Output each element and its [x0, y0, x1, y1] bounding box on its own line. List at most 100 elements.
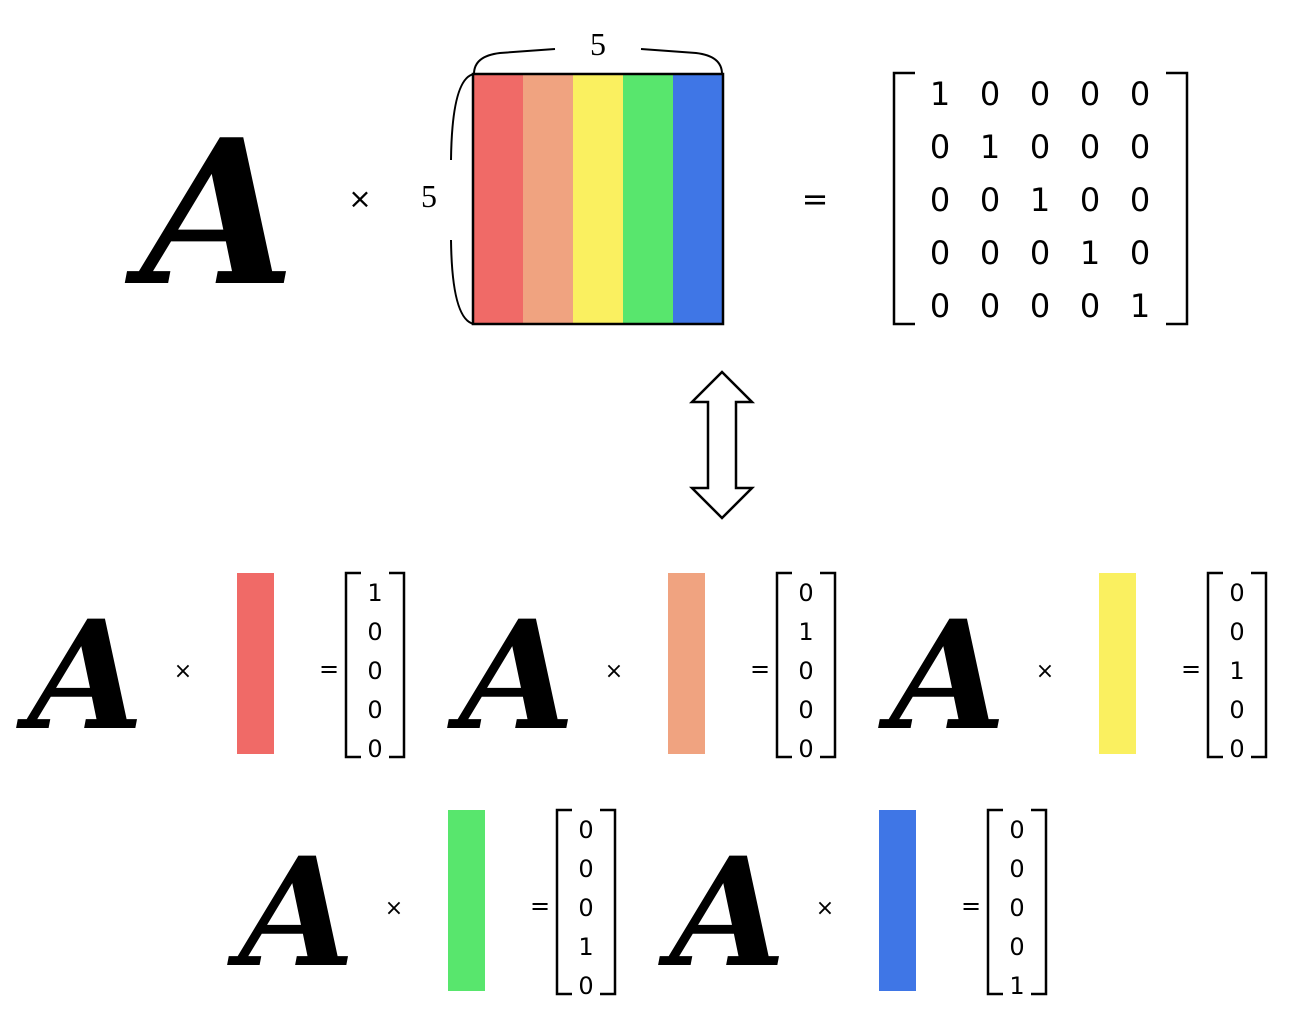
identity-cell: 0 [1080, 128, 1100, 166]
result-bracket-left [1206, 571, 1223, 759]
identity-cell: 0 [930, 181, 950, 219]
identity-cell: 0 [930, 234, 950, 272]
result-cell: 0 [367, 657, 382, 685]
top-matrix-variable: A [124, 96, 295, 331]
identity-cell: 0 [1030, 75, 1050, 113]
top-height-brace-upper [450, 73, 475, 161]
identity-cell: 0 [1130, 234, 1150, 272]
top-width-brace-left [473, 48, 556, 75]
equals-sign: = [530, 892, 550, 920]
column-equation-4: A × = 0 0 0 1 0 [227, 808, 617, 1001]
identity-cell: 0 [1130, 75, 1150, 113]
result-cell: 0 [578, 894, 593, 922]
identity-cell: 1 [980, 128, 1000, 166]
identity-cell: 1 [1080, 234, 1100, 272]
result-cell: 0 [1009, 816, 1024, 844]
identity-cell: 0 [1130, 181, 1150, 219]
identity-bracket-right [1166, 71, 1189, 326]
result-cell: 0 [1229, 696, 1244, 724]
result-cell: 0 [798, 735, 813, 763]
column-equation-3: A × = 0 0 1 0 0 [878, 571, 1268, 764]
identity-cell: 1 [930, 75, 950, 113]
result-bracket-right [820, 571, 837, 759]
identity-cell: 0 [1130, 128, 1150, 166]
identity-cell: 0 [930, 128, 950, 166]
times-sign: × [1036, 659, 1054, 684]
rainbow-column-5 [673, 74, 723, 324]
identity-cell: 0 [980, 234, 1000, 272]
result-cell: 1 [367, 579, 382, 607]
result-cell: 0 [1009, 933, 1024, 961]
identity-cell: 0 [1080, 75, 1100, 113]
identity-cell: 0 [930, 287, 950, 325]
equals-sign: = [961, 892, 981, 920]
result-cell: 0 [578, 816, 593, 844]
identity-cell: 0 [980, 287, 1000, 325]
matrix-variable: A [878, 588, 1006, 764]
rainbow-column-1 [473, 74, 523, 324]
rainbow-matrix-border [471, 72, 725, 326]
result-bracket-left [344, 571, 361, 759]
top-equals-sign: = [802, 180, 829, 218]
result-bracket-right [600, 808, 617, 996]
identity-cell: 0 [1080, 287, 1100, 325]
result-cell: 1 [578, 933, 593, 961]
identity-cell: 0 [1030, 128, 1050, 166]
result-cell: 0 [1009, 855, 1024, 883]
result-cell: 0 [578, 855, 593, 883]
result-cell: 0 [367, 735, 382, 763]
result-cell: 0 [367, 696, 382, 724]
top-height-label: 5 [421, 178, 437, 214]
column-vector [237, 573, 274, 754]
identity-cell: 0 [1080, 181, 1100, 219]
times-sign: × [816, 896, 834, 921]
column-equations: A × = 1 0 0 0 0 A × = 0 1 0 0 0 A × = 0 0 1 0 0 A × = 0 0 0 1 0 A × = 0 0 0 0 1 [16, 571, 1268, 1001]
equals-sign: = [319, 655, 339, 683]
identity-cell: 1 [1030, 181, 1050, 219]
result-bracket-left [986, 808, 1003, 996]
result-cell: 0 [578, 972, 593, 1000]
rainbow-column-3 [573, 74, 623, 324]
top-height-brace-lower [450, 239, 475, 325]
matrix-variable: A [16, 588, 144, 764]
column-equation-1: A × = 1 0 0 0 0 [16, 571, 406, 764]
result-cell: 1 [1229, 657, 1244, 685]
equals-sign: = [1181, 655, 1201, 683]
matrix-variable: A [227, 825, 355, 1001]
result-cell: 0 [798, 579, 813, 607]
column-equation-2: A × = 0 1 0 0 0 [447, 571, 837, 764]
times-sign: × [174, 659, 192, 684]
result-cell: 0 [1229, 618, 1244, 646]
result-bracket-left [555, 808, 572, 996]
top-equation: A × 5 5 = 1 0 0 0 00 1 0 0 00 0 1 0 00 0 0 1 00 0 0 0 1 [124, 26, 1189, 331]
identity-cell: 0 [1030, 287, 1050, 325]
result-cell: 0 [1229, 579, 1244, 607]
identity-matrix: 1 0 0 0 00 1 0 0 00 0 1 0 00 0 0 1 00 0 0 0 1 [930, 75, 1150, 325]
top-width-label: 5 [590, 26, 606, 62]
result-bracket-right [389, 571, 406, 759]
column-equation-5: A × = 0 0 0 0 1 [658, 808, 1048, 1001]
top-width-brace-right [640, 48, 723, 75]
double-arrow-icon [688, 370, 756, 520]
top-times-sign: × [348, 182, 371, 215]
column-vector [448, 810, 485, 991]
result-bracket-right [1251, 571, 1268, 759]
result-cell: 0 [1009, 894, 1024, 922]
times-sign: × [385, 896, 403, 921]
column-vector [879, 810, 916, 991]
result-cell: 1 [798, 618, 813, 646]
result-cell: 0 [1229, 735, 1244, 763]
result-bracket-right [1031, 808, 1048, 996]
matrix-variable: A [447, 588, 575, 764]
result-cell: 0 [798, 696, 813, 724]
identity-cell: 0 [980, 181, 1000, 219]
identity-cell: 1 [1130, 287, 1150, 325]
matrix-variable: A [658, 825, 786, 1001]
identity-cell: 0 [1030, 234, 1050, 272]
identity-cell: 0 [980, 75, 1000, 113]
result-cell: 0 [798, 657, 813, 685]
result-cell: 1 [1009, 972, 1024, 1000]
result-cell: 0 [367, 618, 382, 646]
column-vector [668, 573, 705, 754]
